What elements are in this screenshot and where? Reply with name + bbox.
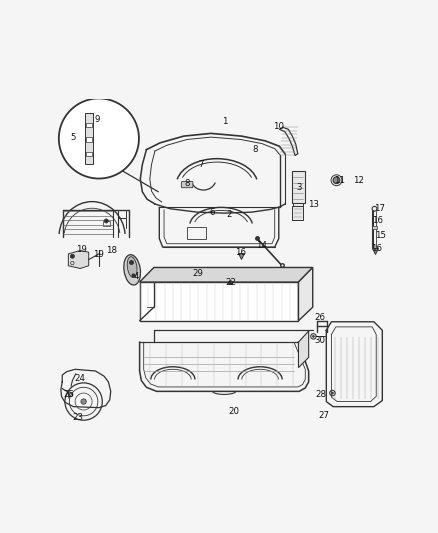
Text: 15: 15 <box>375 231 386 240</box>
Text: 16: 16 <box>372 216 383 225</box>
Polygon shape <box>292 171 304 203</box>
Text: 3: 3 <box>297 183 302 192</box>
Text: 11: 11 <box>334 176 346 185</box>
Bar <box>103 221 110 227</box>
Polygon shape <box>293 203 303 209</box>
Text: 25: 25 <box>64 390 74 399</box>
Circle shape <box>332 392 333 394</box>
Text: 13: 13 <box>308 200 319 209</box>
Text: 30: 30 <box>314 336 325 345</box>
Text: 20: 20 <box>229 407 240 416</box>
Polygon shape <box>140 268 313 282</box>
Text: 2: 2 <box>227 211 232 220</box>
Text: 12: 12 <box>353 176 364 185</box>
Circle shape <box>333 177 340 184</box>
Text: 8: 8 <box>184 179 190 188</box>
Text: 7: 7 <box>198 160 204 169</box>
Circle shape <box>81 399 86 404</box>
Text: 10: 10 <box>273 122 284 131</box>
Text: 19: 19 <box>77 245 87 254</box>
Circle shape <box>59 99 139 179</box>
Polygon shape <box>298 331 309 368</box>
Text: 8: 8 <box>252 145 258 154</box>
Text: 9: 9 <box>95 115 100 124</box>
Polygon shape <box>298 268 313 321</box>
Text: 29: 29 <box>192 269 203 278</box>
Text: 6: 6 <box>210 208 215 216</box>
Polygon shape <box>68 251 88 269</box>
Text: 17: 17 <box>374 204 385 213</box>
Text: 19: 19 <box>93 250 104 259</box>
Text: 16: 16 <box>371 244 382 253</box>
Text: 26: 26 <box>314 313 326 322</box>
Circle shape <box>71 254 74 259</box>
Bar <box>86 123 92 127</box>
Text: 4: 4 <box>134 272 139 281</box>
Bar <box>86 152 92 157</box>
Circle shape <box>104 219 108 223</box>
Text: 27: 27 <box>318 411 329 421</box>
Bar <box>372 225 377 229</box>
Text: 5: 5 <box>71 133 76 142</box>
Text: 14: 14 <box>256 241 267 250</box>
Circle shape <box>312 335 314 337</box>
Bar <box>187 228 206 239</box>
Text: 22: 22 <box>225 278 236 287</box>
FancyBboxPatch shape <box>181 182 193 188</box>
Polygon shape <box>293 206 303 220</box>
Text: 18: 18 <box>106 246 117 255</box>
Text: 1: 1 <box>222 117 227 126</box>
Circle shape <box>229 281 233 285</box>
Ellipse shape <box>124 255 141 285</box>
Bar <box>86 137 92 142</box>
Text: 16: 16 <box>235 248 246 257</box>
Text: 24: 24 <box>75 374 86 383</box>
Ellipse shape <box>127 257 137 278</box>
Bar <box>85 113 93 164</box>
Text: 23: 23 <box>72 414 83 422</box>
Text: 28: 28 <box>316 390 327 399</box>
Polygon shape <box>140 282 298 321</box>
